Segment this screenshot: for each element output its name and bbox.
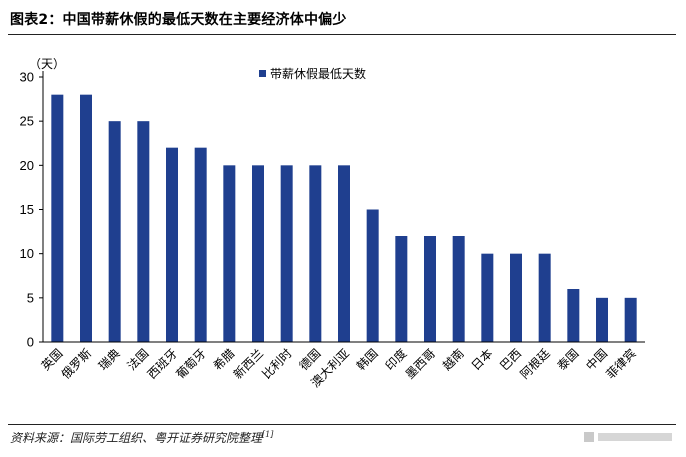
x-tick-label: 菲律宾 (603, 346, 639, 382)
bar-8 (252, 165, 264, 342)
bar-13 (395, 236, 408, 342)
bar-3 (108, 121, 121, 342)
bar-21 (624, 297, 637, 342)
y-tick-label: 10 (20, 246, 34, 261)
bar-12 (366, 209, 379, 342)
bar-10 (309, 165, 322, 342)
x-tick-label: 阿根廷 (517, 346, 552, 381)
bar-4 (137, 121, 150, 342)
bar-15 (452, 236, 465, 342)
y-axis: 0 5 10 15 20 25 30（天） (20, 57, 65, 350)
x-tick-label: 新西兰 (230, 346, 266, 382)
x-tick-label: 葡萄牙 (173, 346, 208, 381)
x-tick-label: 瑞典 (96, 346, 123, 373)
y-tick-label: 0 (27, 335, 34, 350)
x-tick-label: 墨西哥 (403, 346, 438, 381)
bottom-rule (8, 424, 676, 425)
x-tick-label: 泰国 (555, 346, 582, 373)
bar-18 (538, 253, 551, 342)
x-tick-label: 韩国 (353, 346, 381, 374)
bars (51, 94, 637, 342)
watermark-logo (584, 432, 672, 442)
y-unit-label: （天） (29, 57, 65, 71)
bar-6 (194, 147, 207, 342)
figure-title: 图表2：中国带薪休假的最低天数在主要经济体中偏少 (10, 12, 347, 28)
bar-1 (51, 94, 64, 342)
source-note: 资料来源：国际劳工组织、粤开证券研究院整理[1] (10, 429, 273, 446)
bar-2 (80, 94, 92, 342)
bar-20 (596, 297, 608, 342)
y-tick-label: 5 (27, 290, 34, 305)
bar-14 (424, 236, 436, 342)
bar-11 (338, 165, 350, 342)
y-tick-label: 25 (20, 114, 34, 129)
x-tick-label: 俄罗斯 (59, 346, 94, 381)
y-tick-label: 15 (20, 202, 34, 217)
legend-label: 带薪休假最低天数 (270, 66, 366, 81)
bar-7 (223, 165, 236, 342)
x-tick-label: 越南 (439, 346, 467, 374)
top-rule (8, 34, 676, 35)
legend: 带薪休假最低天数 (259, 66, 366, 81)
source-text: 资料来源：国际劳工组织、粤开证券研究院整理 (10, 431, 263, 445)
y-tick-label: 20 (20, 158, 34, 173)
y-tick-label: 30 (20, 70, 34, 85)
bar-9 (280, 165, 293, 342)
x-tick-label: 西班牙 (145, 346, 180, 381)
source-footnote: [1] (262, 430, 274, 439)
x-tick-label: 比利时 (259, 346, 294, 381)
bar-5 (166, 147, 178, 342)
x-tick-label: 日本 (469, 346, 496, 373)
bar-16 (481, 253, 494, 342)
bar-17 (510, 253, 522, 342)
bar-19 (567, 289, 580, 342)
legend-swatch (259, 70, 266, 77)
